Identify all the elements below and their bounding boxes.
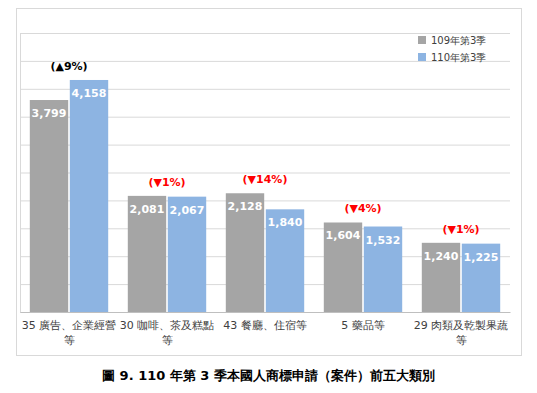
x-tick-label-line: 30 咖啡、茶及糕點	[120, 319, 215, 332]
data-label: 4,158	[72, 87, 107, 100]
x-tick-label: 43 餐廳、住宿等	[223, 319, 307, 332]
x-tick-label-line: 等	[162, 334, 173, 347]
annotation: (▼4%)	[344, 202, 381, 215]
data-label: 2,081	[130, 203, 165, 216]
annotation: (▼14%)	[243, 173, 288, 186]
bar	[30, 100, 68, 312]
data-label: 2,067	[170, 204, 205, 217]
x-tick-label-line: 5 藥品等	[341, 319, 385, 332]
x-tick-label-line: 35 廣告、企業經營	[22, 319, 117, 332]
bar	[364, 227, 402, 312]
grid-line	[20, 312, 510, 313]
x-axis	[21, 312, 511, 313]
data-label: 3,799	[32, 107, 67, 120]
data-label: 1,225	[464, 251, 499, 264]
grid-line	[20, 33, 510, 34]
annotation: (▼1%)	[148, 176, 185, 189]
legend: 109年第3季 110年第3季	[418, 35, 486, 63]
y-tick	[20, 33, 510, 34]
bar	[266, 209, 304, 312]
x-tick-label: 5 藥品等	[341, 319, 385, 332]
data-label: 1,532	[366, 234, 401, 247]
bar	[462, 244, 500, 312]
x-tick-label-line: 29 肉類及乾製果蔬	[414, 319, 509, 332]
bar	[324, 222, 362, 312]
x-tick-label: 30 咖啡、茶及糕點等	[120, 319, 215, 347]
annotation: (▲9%)	[50, 60, 87, 73]
legend-swatch	[418, 53, 426, 61]
y-axis	[20, 34, 510, 313]
chart: 3,799 2,081 2,128 1,604 1,240 4,158 2,067 1,840…	[0, 0, 537, 393]
bar	[168, 197, 206, 312]
bar	[128, 196, 166, 312]
bars	[30, 80, 500, 312]
chart-frame	[17, 9, 522, 356]
data-label: 1,604	[326, 229, 361, 242]
x-tick-label-line: 43 餐廳、住宿等	[223, 319, 307, 332]
data-label: 1,240	[424, 250, 459, 263]
bar	[422, 243, 460, 312]
x-tick-label: 29 肉類及乾製果蔬等	[414, 319, 509, 347]
data-label: 2,128	[228, 200, 263, 213]
x-tick-label: 35 廣告、企業經營等	[22, 319, 117, 347]
legend-label: 109年第3季	[431, 35, 486, 46]
plot: 3,799 2,081 2,128 1,604 1,240 4,158 2,067 1,840…	[20, 34, 511, 348]
y-tick	[20, 312, 510, 313]
legend-label: 110年第3季	[431, 52, 486, 63]
x-tick-label-line: 等	[456, 334, 467, 347]
x-axis-line	[21, 312, 511, 313]
bar	[70, 80, 108, 312]
y-axis-line	[21, 34, 511, 313]
x-tick-label-line: 等	[64, 334, 75, 347]
legend-swatch	[418, 36, 426, 44]
data-label: 1,840	[268, 216, 303, 229]
annotation: (▼1%)	[442, 223, 479, 236]
title: 圖 9. 110 年第 3 季本國人商標申請（案件）前五大類別	[102, 368, 435, 383]
bar	[226, 193, 264, 312]
